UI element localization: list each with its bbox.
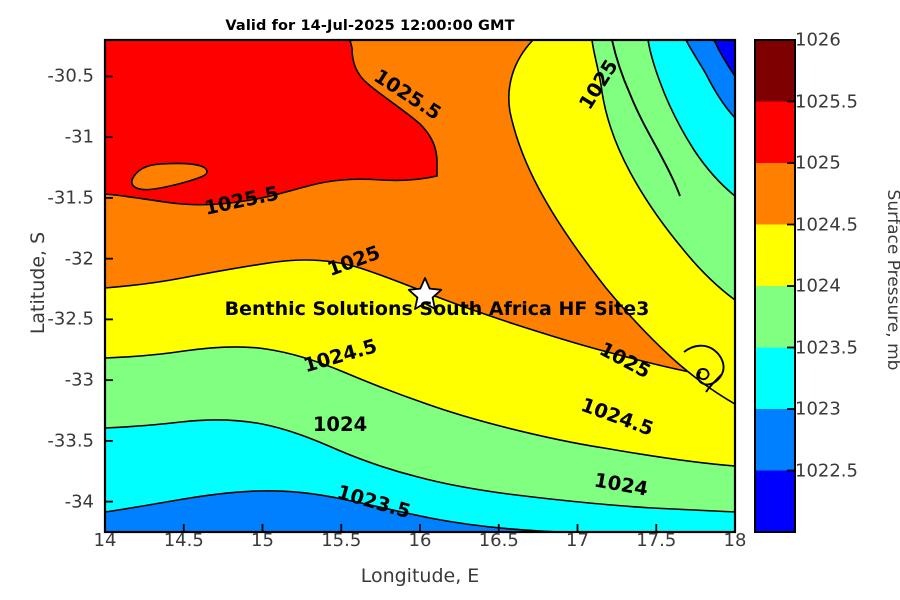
- colorbar-band[interactable]: [755, 470, 795, 533]
- colorbar-tick-label: 1025: [795, 152, 841, 174]
- x-tick-label: 14: [93, 530, 117, 551]
- colorbar-band[interactable]: [755, 40, 795, 102]
- band-1022_5-northeast: [713, 40, 735, 78]
- x-tick-label: 18: [723, 530, 747, 551]
- colorbar-ticks: [787, 100, 795, 472]
- y-tick-label: -32: [64, 248, 94, 270]
- y-tick-label: -34: [64, 491, 94, 513]
- colorbar-tick-label: 1026: [795, 29, 841, 51]
- hole-1025-in-red: [131, 162, 208, 191]
- y-tick-label: -33.5: [47, 430, 94, 452]
- colorbar-band[interactable]: [755, 224, 795, 287]
- site-label: Benthic Solutions South Africa HF Site3: [225, 298, 650, 320]
- x-axis-label: Longitude, E: [360, 565, 480, 587]
- y-tick-label: -32.5: [47, 308, 94, 330]
- colorbar-axis-label: Surface Pressure, mb: [883, 189, 900, 371]
- x-tick-label: 14.5: [163, 530, 204, 551]
- colorbar-tick-label: 1024.5: [795, 214, 858, 235]
- y-tick-label: -33: [64, 369, 94, 391]
- colorbar-band[interactable]: [755, 347, 795, 410]
- coastline-northeast: [611, 40, 681, 197]
- x-tick-label: 15: [251, 530, 274, 551]
- colorbar-tick-label: 1023.5: [795, 337, 858, 358]
- band-1023-northeast: [685, 40, 735, 120]
- red-lobe-westedge: [105, 150, 124, 172]
- colorbar-band[interactable]: [755, 163, 795, 225]
- x-tick-label: 15.5: [321, 530, 362, 551]
- colorbar-tick-label: 1022.5: [795, 460, 858, 481]
- coastline-southeast-tail: [705, 373, 723, 393]
- y-tick-label: -31: [64, 126, 94, 148]
- colorbar-tick-label: 1025.5: [795, 91, 858, 112]
- colorbar-band[interactable]: [755, 101, 795, 164]
- x-tick-label: 16: [408, 530, 432, 551]
- coastline-southeast-bay: [683, 344, 725, 386]
- y-tick-label: -31.5: [47, 187, 94, 209]
- colorbar-band[interactable]: [755, 409, 795, 471]
- x-tick-label: 16.5: [478, 530, 519, 551]
- contour-label: 1024: [313, 413, 367, 436]
- band-1023-south: [105, 490, 561, 532]
- star-marker: [407, 277, 443, 310]
- colorbar-tick-label: 1023: [795, 398, 841, 420]
- tick-marks: [104, 75, 736, 532]
- chart-title: Valid for 14-Jul-2025 12:00:00 GMT: [225, 18, 515, 34]
- contour-fills: [105, 40, 735, 532]
- colorbar-band[interactable]: [755, 286, 795, 348]
- colorbar-tick-label: 1024: [795, 275, 841, 297]
- x-tick-label: 17: [566, 530, 589, 551]
- y-tick-label: -30.5: [47, 65, 94, 87]
- x-tick-label: 17.5: [636, 530, 677, 551]
- colorbar[interactable]: [755, 40, 795, 533]
